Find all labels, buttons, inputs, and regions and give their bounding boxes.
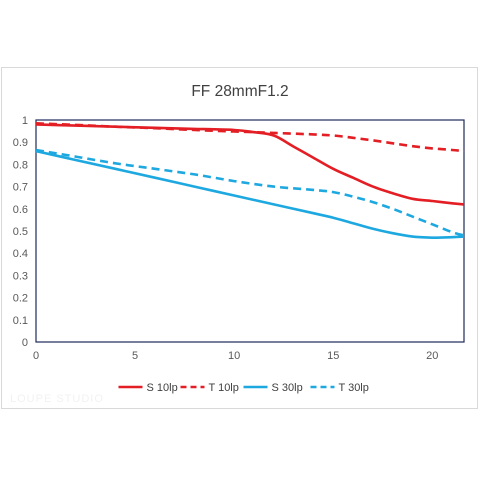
chart-frame: FF 28mmF1.2 0 0.1 0.2 0.3 0.4 0.5 0.6 0.7 0.8 0.9… [1,67,478,409]
y-tick-label: 0.4 [13,248,28,260]
y-tick-label: 0.3 [13,270,28,282]
y-tick-label: 0.5 [13,226,28,238]
y-tick-label: 0.8 [13,159,28,171]
y-tick-label: 0.1 [13,315,28,327]
plot-border [35,119,465,343]
legend-label: T 30lp [339,382,369,394]
legend-label: S 30lp [272,382,303,394]
y-tick-label: 0.9 [13,137,28,149]
legend-label: S 10lp [147,382,178,394]
x-tick-label: 5 [132,350,138,362]
chart-title: FF 28mmF1.2 [191,83,288,100]
y-tick-label: 0.6 [13,204,28,216]
watermark-text: LOUPE STUDIO [10,393,104,405]
x-tick-label: 15 [327,350,339,362]
y-tick-label: 0.7 [13,182,28,194]
y-tick-label: 0 [22,337,28,349]
series-line-t-30lp [35,148,465,237]
series-line-s-30lp [35,149,465,240]
x-tick-label: 0 [33,350,39,362]
legend-label: T 10lp [209,382,239,394]
x-tick-label: 20 [426,350,438,362]
y-tick-label: 0.2 [13,293,28,305]
y-tick-label: 1 [22,115,28,127]
series-line-t-10lp [35,122,465,153]
x-tick-label: 10 [228,350,240,362]
series-line-s-10lp [35,123,465,206]
mtf-chart: FF 28mmF1.2 0 0.1 0.2 0.3 0.4 0.5 0.6 0.7 0.8 0.9… [13,83,465,394]
